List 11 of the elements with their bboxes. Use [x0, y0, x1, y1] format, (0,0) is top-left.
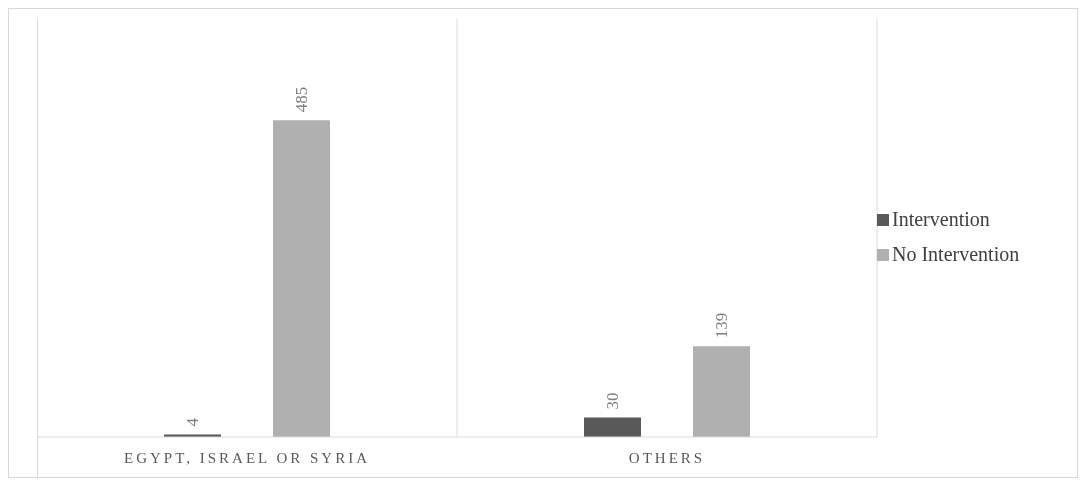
- legend-label: Intervention: [892, 208, 990, 231]
- data-label: 30: [603, 392, 622, 410]
- bar: [273, 120, 330, 437]
- bar: [693, 346, 750, 437]
- data-label: 485: [292, 86, 311, 113]
- bar: [584, 417, 641, 437]
- x-tick-label: EGYPT, ISRAEL OR SYRIA: [123, 450, 371, 466]
- data-label: 4: [183, 417, 202, 427]
- legend-label: No Intervention: [892, 243, 1020, 266]
- x-tick-label: OTHERS: [628, 450, 706, 466]
- data-label: 139: [712, 312, 731, 339]
